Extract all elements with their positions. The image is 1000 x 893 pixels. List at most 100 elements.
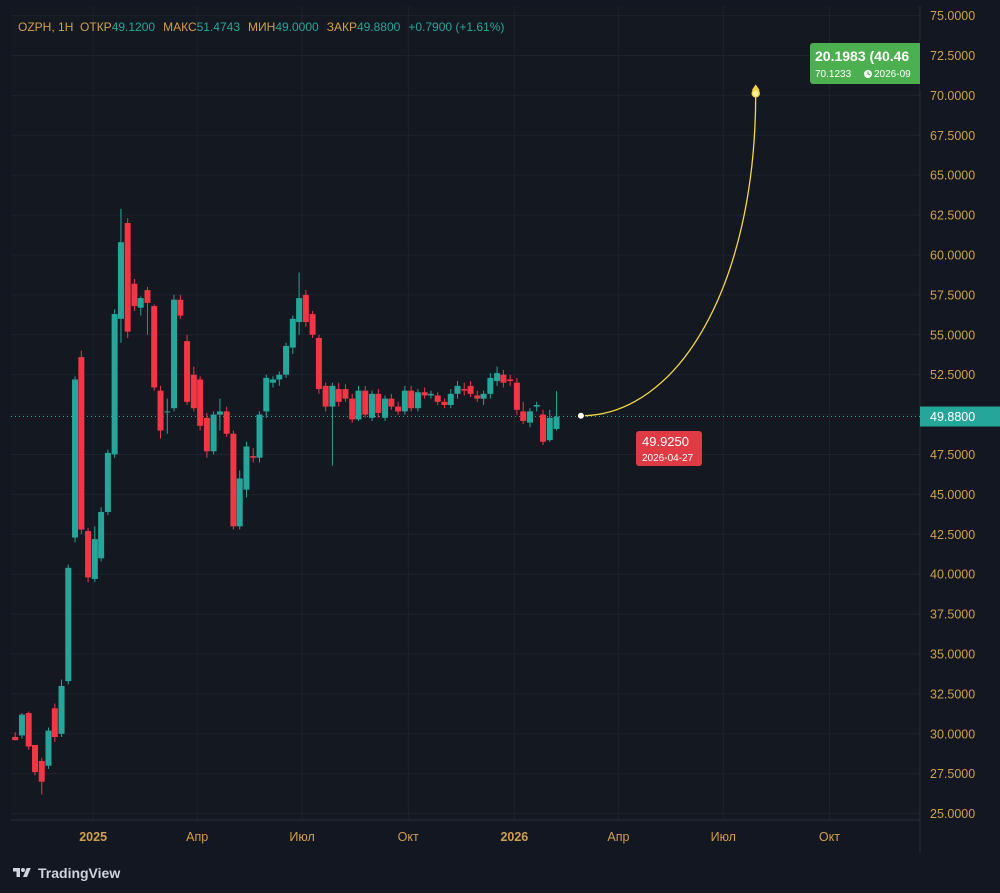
candle-body xyxy=(25,713,32,747)
candle-body xyxy=(395,406,402,412)
end-point-price: 70.1233 xyxy=(815,69,852,80)
candle xyxy=(441,398,448,409)
candle-body xyxy=(270,379,277,383)
candle-body xyxy=(203,417,210,452)
candle-body xyxy=(487,377,494,394)
x-tick-label: 2026 xyxy=(500,830,528,844)
projection-start-point[interactable] xyxy=(576,411,585,420)
candle xyxy=(276,371,283,386)
close-value: 49.8800 xyxy=(356,20,401,34)
candle xyxy=(395,401,402,415)
candle xyxy=(454,381,461,399)
candle-body xyxy=(256,414,263,458)
candle-body xyxy=(111,314,118,455)
projection-end-point[interactable] xyxy=(751,89,760,98)
candle-body xyxy=(454,385,461,394)
candle xyxy=(51,703,58,742)
candle-body xyxy=(51,708,58,738)
candle-body xyxy=(98,511,105,559)
candle-body xyxy=(12,737,19,741)
candle xyxy=(72,376,79,543)
open-label: ОТКР xyxy=(80,20,112,34)
start-point-price: 49.9250 xyxy=(642,434,689,449)
candle-body xyxy=(151,306,158,388)
y-tick-label: 57.5000 xyxy=(930,288,975,302)
candles xyxy=(12,208,560,795)
candle-body xyxy=(250,456,257,458)
candle xyxy=(513,377,520,415)
candle-body xyxy=(526,411,533,423)
y-tick-label: 47.5000 xyxy=(930,448,975,462)
x-tick-label: Апр xyxy=(186,830,208,844)
candle-body xyxy=(184,341,191,402)
candle xyxy=(230,430,237,530)
tradingview-branding[interactable]: TradingView xyxy=(12,862,120,884)
current-price-value: 49.8800 xyxy=(930,410,975,424)
candle-body xyxy=(190,374,197,409)
candle xyxy=(335,382,342,407)
candle xyxy=(104,449,111,516)
candle-body xyxy=(375,393,382,413)
candle xyxy=(117,208,124,343)
candle-body xyxy=(302,294,309,323)
candle xyxy=(236,470,243,530)
candle xyxy=(184,334,191,406)
candle xyxy=(65,564,72,685)
candle-body xyxy=(32,744,39,773)
candle-body xyxy=(382,398,389,418)
high-label: МАКС xyxy=(163,20,197,34)
candle-body xyxy=(283,345,290,375)
candle xyxy=(414,389,421,412)
candle xyxy=(197,376,204,431)
start-point-date: 2026-04-27 xyxy=(642,453,694,464)
candle-body xyxy=(144,290,151,303)
y-tick-label: 30.0000 xyxy=(930,727,975,741)
candle-body xyxy=(289,318,296,348)
candle xyxy=(25,711,32,750)
symbol-name[interactable]: OZPH xyxy=(18,20,52,34)
plot-area xyxy=(11,6,920,820)
candle-body xyxy=(507,379,514,382)
candle-body xyxy=(315,337,322,390)
candle xyxy=(45,727,52,769)
candle-body xyxy=(480,393,487,399)
time-axis[interactable]: 2025 Апр Июл Окт 2026 Апр Июл Окт xyxy=(79,830,840,844)
candle xyxy=(362,385,369,418)
candle xyxy=(494,366,501,386)
candle-body xyxy=(540,414,547,442)
candle-body xyxy=(78,357,85,530)
candle-body xyxy=(85,531,92,578)
y-tick-label: 70.0000 xyxy=(930,89,975,103)
candle-body xyxy=(349,398,356,420)
candle xyxy=(223,406,230,437)
tradingview-wordmark: TradingView xyxy=(38,865,121,881)
candle-body xyxy=(461,389,468,391)
candle-body xyxy=(355,390,362,420)
candle xyxy=(349,393,356,423)
candle-body xyxy=(91,539,98,579)
candle xyxy=(58,679,65,738)
candle-body xyxy=(329,385,336,407)
candle-body xyxy=(104,452,111,512)
candle-body xyxy=(427,393,434,396)
current-price-badge: 49.8800 xyxy=(920,406,1000,427)
candle xyxy=(315,334,322,394)
candle-body xyxy=(117,242,124,319)
candle xyxy=(368,390,375,421)
y-tick-label: 35.0000 xyxy=(930,648,975,662)
y-tick-label: 42.5000 xyxy=(930,528,975,542)
candle-body xyxy=(18,714,25,736)
candle xyxy=(144,286,151,335)
candle-body xyxy=(441,401,448,406)
x-tick-label: Окт xyxy=(819,830,840,844)
end-point-date: 2026-09 xyxy=(874,69,911,80)
candle xyxy=(157,385,164,439)
projection-curve[interactable] xyxy=(580,93,757,417)
y-tick-label: 37.5000 xyxy=(930,608,975,622)
candle xyxy=(177,294,184,319)
interval[interactable]: 1H xyxy=(58,20,74,34)
candle-body xyxy=(309,314,316,335)
x-tick-label: Окт xyxy=(398,830,419,844)
candle xyxy=(98,507,105,562)
y-tick-label: 75.0000 xyxy=(930,9,975,23)
